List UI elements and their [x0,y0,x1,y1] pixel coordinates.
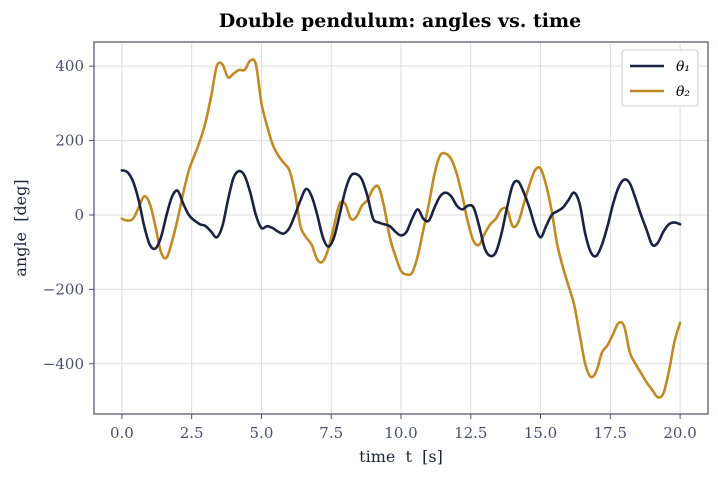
y-tick-label: −200 [43,280,84,298]
x-tick-label: 2.5 [180,424,204,442]
y-tick-label: 0 [74,206,84,224]
series-line-2 [120,58,682,399]
y-tick-label: 400 [55,57,84,75]
y-axis-ticks: −400 −200 0 200 400 [43,57,94,373]
x-axis-ticks: 0.0 2.5 5.0 7.5 10.0 12.5 15.0 17.5 20.0 [110,414,697,442]
x-tick-label: 15.0 [524,424,557,442]
chart-title: Double pendulum: angles vs. time [219,10,581,32]
x-tick-label: 0.0 [110,424,134,442]
y-tick-label: 200 [55,132,84,150]
legend-label-1: θ₁ [676,59,690,75]
x-tick-label: 10.0 [384,424,417,442]
plot-lines [120,58,682,399]
x-axis-label: time t [s] [359,447,443,466]
legend-label-2: θ₂ [676,84,690,100]
x-tick-label: 17.5 [594,424,627,442]
x-tick-label: 5.0 [250,424,274,442]
x-tick-label: 7.5 [319,424,343,442]
x-tick-label: 20.0 [663,424,696,442]
y-axis-label: angle [deg] [11,179,30,276]
series-line-1 [120,169,682,258]
grid [94,42,708,414]
x-tick-label: 12.5 [454,424,487,442]
legend: θ₁ θ₂ [621,49,699,107]
y-tick-label: −400 [43,355,84,373]
